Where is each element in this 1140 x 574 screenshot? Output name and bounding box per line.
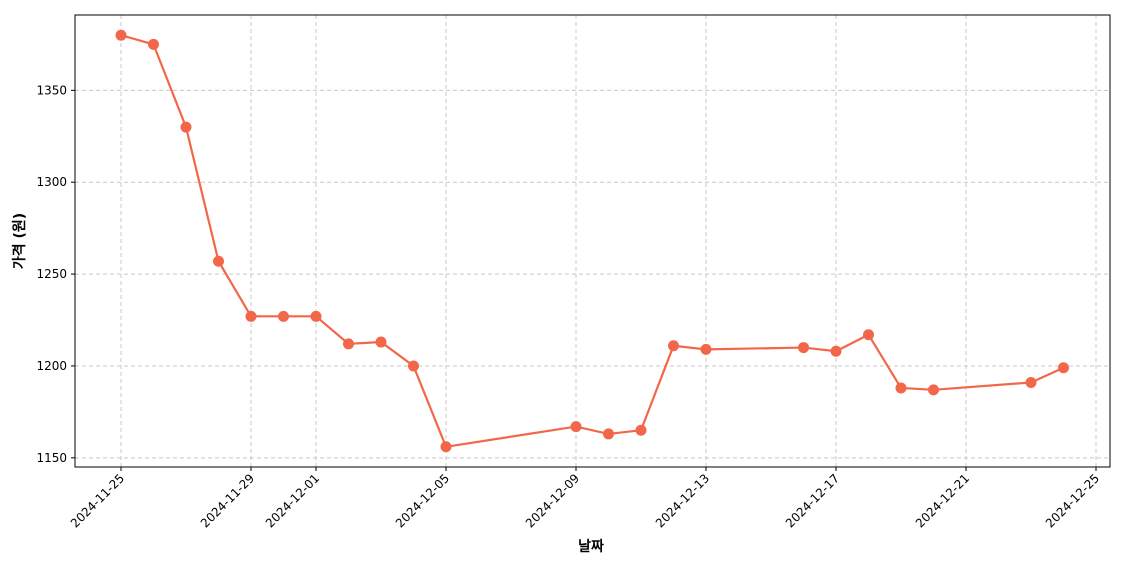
marker — [668, 340, 680, 352]
y-tick-label: 1150 — [36, 451, 67, 465]
x-axis-label: 날짜 — [578, 539, 604, 555]
marker — [570, 421, 582, 433]
y-tick-label: 1350 — [36, 83, 67, 97]
marker — [180, 121, 192, 133]
marker — [700, 343, 712, 355]
marker — [407, 360, 419, 372]
marker — [147, 38, 159, 50]
y-tick-label: 1250 — [36, 267, 67, 281]
marker — [277, 310, 289, 322]
marker — [212, 255, 224, 267]
marker — [863, 329, 875, 341]
marker — [635, 424, 647, 436]
marker — [895, 382, 907, 394]
marker — [1025, 376, 1037, 388]
y-tick-label: 1200 — [36, 359, 67, 373]
marker — [830, 345, 842, 357]
marker — [603, 428, 615, 440]
plot-frame — [74, 14, 1111, 468]
y-tick-label: 1300 — [36, 175, 67, 189]
marker — [375, 336, 387, 348]
marker — [798, 342, 810, 354]
marker — [1058, 362, 1070, 374]
marker — [310, 310, 322, 322]
marker — [342, 338, 354, 350]
marker — [115, 29, 127, 41]
marker — [440, 441, 452, 453]
marker — [928, 384, 940, 396]
marker — [245, 310, 257, 322]
y-axis-label: 가격 (원) — [11, 213, 28, 269]
